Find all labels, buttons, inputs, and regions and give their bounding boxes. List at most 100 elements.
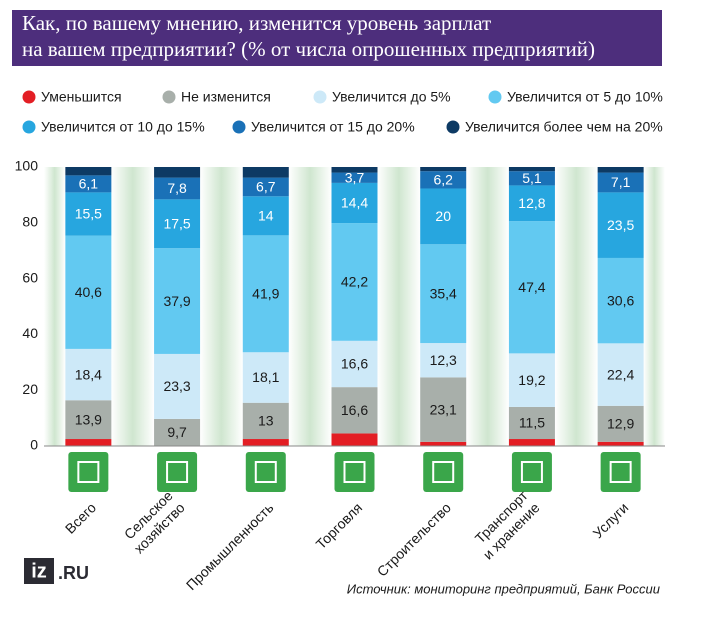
legend-swatch [22, 90, 36, 104]
bar-segment [65, 400, 112, 440]
data-label: 12,3 [430, 352, 457, 368]
data-label: 5,1 [522, 170, 542, 186]
bar-segment [154, 353, 201, 419]
chart-title: на вашем предприятии? (% от числа опроше… [22, 37, 595, 61]
data-label: 35,4 [430, 285, 457, 301]
bar-segment [242, 167, 289, 178]
data-label: 41,9 [252, 286, 279, 302]
data-label: 17,5 [163, 215, 190, 231]
bar-segment [420, 171, 467, 189]
source: Источник: мониторинг предприятий, Банк Р… [347, 581, 660, 596]
title-box [12, 10, 662, 66]
legend-swatch [446, 120, 460, 134]
data-label: 19,2 [518, 372, 545, 388]
x-tick-label: Промышленность [183, 499, 277, 593]
bar-segment [508, 185, 555, 222]
bar-segment [420, 167, 467, 172]
data-label: 23,5 [607, 217, 634, 233]
y-tick-label: 100 [15, 158, 39, 174]
data-label: 3,7 [345, 169, 365, 185]
data-label: 14,4 [341, 195, 368, 211]
bar-segment [242, 352, 289, 403]
bar-segment [508, 171, 555, 186]
bar-segment [508, 167, 555, 172]
data-label: 12,9 [607, 416, 634, 432]
legend-swatch [162, 90, 176, 104]
bar-segment [65, 439, 112, 446]
category-icon [511, 452, 552, 492]
plot: 0 20 40 60 80 100 13,9 18,4 40,6 15,5 6,1 Всего 9,7 2… [15, 158, 665, 593]
data-label: 13 [258, 413, 274, 429]
bar-segment [420, 441, 467, 446]
category-icon [157, 452, 198, 492]
data-label: 6,2 [433, 172, 453, 188]
logo-box [24, 558, 54, 584]
x-tick-label: Строительство [374, 499, 454, 579]
data-label: 16,6 [341, 356, 368, 372]
data-label: 42,2 [341, 274, 368, 290]
background-stripe [44, 167, 66, 446]
legend-swatch [232, 120, 246, 134]
category-icon-glyph [166, 461, 189, 483]
bar-segment [597, 405, 644, 442]
data-label: 40,6 [75, 284, 102, 300]
data-label: 37,9 [163, 293, 190, 309]
bar-segment [65, 167, 112, 176]
data-label: 13,9 [75, 411, 102, 427]
x-tick-label: Торговля [313, 499, 366, 552]
y-tick-label: 20 [22, 381, 38, 397]
bar-segment [420, 244, 467, 344]
category-icon [600, 452, 641, 492]
bar-segment [508, 439, 555, 446]
category-icon [68, 452, 109, 492]
background-stripe [377, 167, 421, 446]
bar-segment [420, 377, 467, 442]
bar-segment [508, 406, 555, 440]
bar-segment [154, 418, 201, 446]
data-label: 6,7 [256, 179, 276, 195]
bar-segment [331, 167, 378, 173]
data-label: 22,4 [607, 366, 634, 382]
legend-swatch [488, 90, 502, 104]
legend-label: Увеличится более чем на 20% [465, 119, 663, 135]
bar-segment [597, 343, 644, 406]
bar-segment [242, 439, 289, 446]
bar-segment [597, 167, 644, 173]
background-stripe [554, 167, 598, 446]
legend-label: Не изменится [181, 89, 271, 105]
category-icon-glyph [254, 461, 277, 483]
data-label: 14 [258, 208, 274, 224]
category-icon-glyph [609, 461, 632, 483]
background-stripe [288, 167, 332, 446]
data-label: 30,6 [607, 292, 634, 308]
legend-label: Увеличится до 5% [332, 89, 451, 105]
bar-segment [597, 172, 644, 193]
category-icon-glyph [77, 461, 100, 483]
data-label: 11,5 [519, 415, 545, 431]
data-label: 9,7 [167, 424, 187, 440]
background-stripe [111, 167, 155, 446]
x-tick-label: Всего [62, 499, 99, 536]
legend-label: Уменьшится [41, 89, 122, 105]
x-tick-label: Услуги [590, 499, 632, 541]
chart-title: Как, по вашему мнению, изменится уровень… [22, 11, 491, 35]
category-icon-glyph [432, 461, 455, 483]
y-tick-label: 0 [30, 437, 38, 453]
bar-segment [154, 199, 201, 249]
data-label: 16,6 [341, 402, 368, 418]
category-label: Торговля [313, 499, 366, 552]
bar-segment [597, 192, 644, 258]
data-label: 18,4 [75, 366, 102, 382]
data-label: 7,1 [611, 174, 631, 190]
background-stripe [643, 167, 665, 446]
category-label: Строительство [374, 499, 454, 579]
category-label: Промышленность [183, 499, 277, 593]
bar-segment [242, 235, 289, 353]
background-stripe [200, 167, 243, 446]
bar-segment [242, 196, 289, 236]
data-label: 18,1 [252, 369, 279, 385]
y-tick-label: 60 [22, 269, 38, 285]
legend-label: Увеличится от 5 до 10% [507, 89, 663, 105]
